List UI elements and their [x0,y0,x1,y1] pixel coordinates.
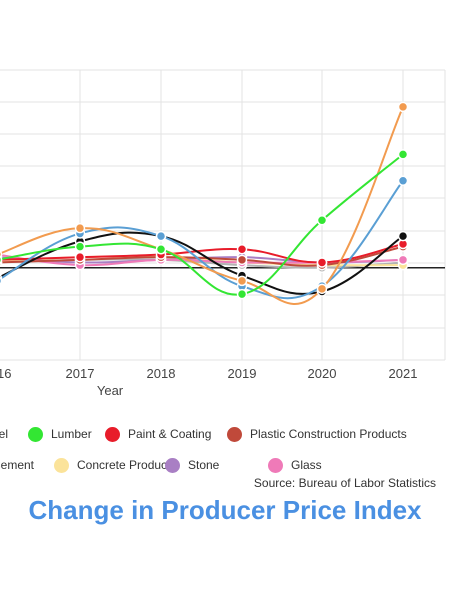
data-point [74,251,86,263]
legend-swatch [268,457,283,473]
x-tick-label: 2019 [228,366,257,381]
data-point [397,230,409,242]
legend-item: Glass [268,455,322,475]
data-point [236,244,248,255]
legend-label: Cement [0,458,35,472]
legend-item: Plastic Construction Products [227,424,407,444]
legend-item: eel [0,424,8,444]
legend-label: Lumber [51,427,92,441]
legend-swatch [28,426,43,442]
series-line-3 [0,245,404,267]
data-point [397,254,409,266]
legend-item: Cement [0,455,34,475]
x-tick-label: 2018 [147,366,176,381]
data-point [316,283,328,295]
data-point [316,215,328,226]
chart-grid [0,69,446,361]
line-chart: 2016 2017 2018 2019 2020 2021 Year [0,69,446,398]
series-points [0,101,409,300]
legend-row-1: eel Lumber Paint & Coating Plastic Construc… [0,424,450,444]
x-tick-label: 2021 [389,366,418,381]
data-point [0,276,3,286]
legend-item: Paint & Coating [105,424,211,444]
x-axis-tick-labels: 2016 2017 2018 2019 2020 2021 [0,366,417,381]
data-point [236,288,248,300]
series-line-1 [0,153,404,296]
x-tick-label: 2016 [0,366,11,381]
legend-label: Plastic Construction Products [250,427,407,441]
legend-label: Stone [188,458,220,472]
legend-swatch [227,426,242,442]
legend-swatch [165,457,180,473]
data-point [74,222,86,234]
x-tick-label: 2020 [308,366,337,381]
data-point [316,257,328,268]
data-point [397,175,409,186]
series-line-0 [0,231,404,295]
legend-item: Concrete Products [54,455,176,475]
legend-item: Stone [165,455,219,475]
x-axis-label: Year [97,383,124,398]
chart-source: Source: Bureau of Labor Statistics [253,476,436,490]
legend-row-2: Cement Concrete Products Stone Glass [0,455,450,475]
series-lines [0,106,404,305]
chart-title: Change in Producer Price Index [28,495,422,525]
data-point [0,255,3,265]
data-point [155,230,167,242]
series-line-4 [0,106,404,305]
data-point [236,275,248,287]
legend-label: Concrete Products [77,458,177,472]
data-point [236,254,248,266]
series-line-2 [0,243,404,264]
data-point [74,241,86,252]
legend-label: eel [0,427,9,441]
legend-label: Paint & Coating [128,427,212,441]
data-point [397,101,409,113]
data-point [155,244,167,255]
x-tick-label: 2017 [66,366,95,381]
legend-item: Lumber [28,424,92,444]
legend-swatch [105,426,120,442]
legend-swatch [54,457,69,473]
legend-label: Glass [291,458,322,472]
data-point [397,149,409,160]
